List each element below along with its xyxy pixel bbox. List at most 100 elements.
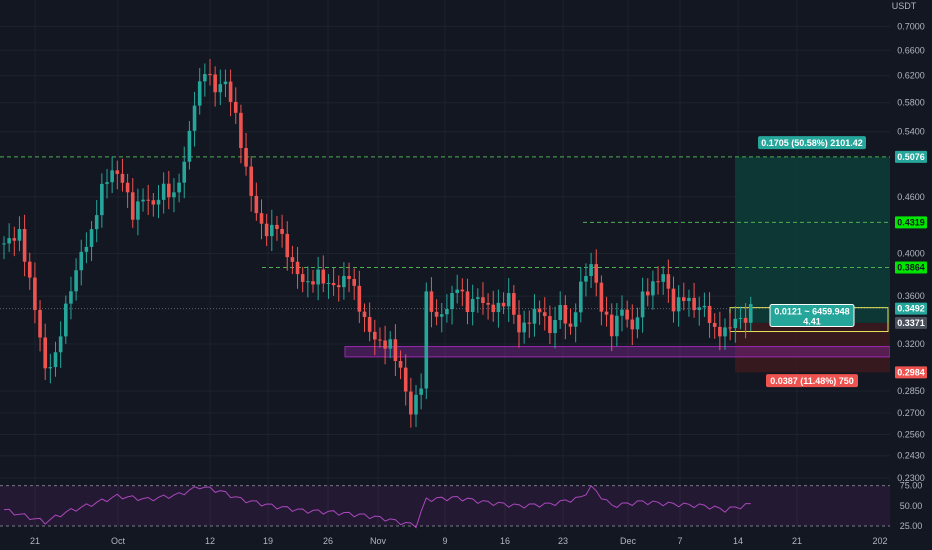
time-tick-label: 21 <box>792 536 802 546</box>
candle <box>48 367 53 369</box>
time-axis-bg <box>0 532 932 550</box>
candle <box>455 289 459 294</box>
candle <box>748 304 753 323</box>
candle <box>620 309 624 316</box>
candle <box>630 319 635 330</box>
candle <box>12 238 17 241</box>
candle <box>213 74 217 93</box>
candle <box>434 311 439 317</box>
candle <box>563 305 568 324</box>
candle <box>476 297 480 299</box>
rsi-tick-label: 25.00 <box>900 521 923 531</box>
price-axis-bg <box>890 0 932 550</box>
price-tag: 0.2984 <box>897 367 925 377</box>
candle <box>115 170 120 174</box>
candle <box>640 291 645 318</box>
candle <box>280 228 284 234</box>
candle <box>470 298 475 313</box>
time-tick-label: 9 <box>442 536 447 546</box>
price-tick-label: 0.2300 <box>897 473 925 483</box>
candle <box>409 391 413 415</box>
candle <box>275 224 279 229</box>
candle <box>27 261 32 278</box>
price-tick-label: 0.4600 <box>897 192 925 202</box>
time-tick-label: 7 <box>677 536 682 546</box>
candle <box>362 311 367 318</box>
price-tick-label: 0.2700 <box>897 408 925 418</box>
candle <box>450 293 454 309</box>
candle <box>203 74 207 82</box>
candle <box>517 314 521 333</box>
candle <box>486 302 490 305</box>
rsi-panel <box>0 484 890 529</box>
candle <box>718 326 722 337</box>
price-tag-bg <box>895 316 927 329</box>
candle <box>233 101 238 113</box>
time-tick-label: 12 <box>205 536 215 546</box>
position-labels: 0.1705 (50.58%) 2101.42 0.0387 (11.48%) 7… <box>758 136 866 388</box>
candle <box>79 251 84 271</box>
time-tick-label: Nov <box>370 536 387 546</box>
candle <box>491 304 496 313</box>
time-tick-label: Dec <box>620 536 637 546</box>
price-tick-label: 0.3600 <box>897 291 925 301</box>
candle <box>604 311 609 315</box>
candle <box>712 322 717 327</box>
candle <box>130 192 135 220</box>
candle <box>522 322 526 333</box>
profit-zone <box>735 156 890 323</box>
candle <box>100 183 104 216</box>
candle <box>465 291 470 313</box>
candle <box>661 274 665 282</box>
candle <box>645 291 650 296</box>
candle <box>316 269 320 285</box>
candle <box>223 81 228 85</box>
candle <box>22 228 27 262</box>
candle <box>702 305 707 308</box>
candle <box>445 308 449 315</box>
price-tick-label: 0.2850 <box>897 386 925 396</box>
candle <box>347 275 351 280</box>
candle <box>553 320 557 334</box>
price-tag-bg <box>895 150 927 163</box>
price-tag: 0.5076 <box>897 152 925 162</box>
candle <box>594 264 599 283</box>
candle <box>33 277 37 310</box>
candle <box>676 297 681 312</box>
target-label-text: 0.1705 (50.58%) 2101.42 <box>761 138 863 148</box>
candle <box>439 314 444 317</box>
candle <box>218 84 223 93</box>
level-lines <box>0 156 890 310</box>
candle <box>537 308 542 313</box>
candle <box>38 309 42 338</box>
candle <box>532 308 537 324</box>
price-tick-label: 0.4000 <box>897 248 925 258</box>
time-tick-label: 19 <box>263 536 273 546</box>
candle <box>197 81 202 106</box>
price-tag-bg <box>895 216 927 229</box>
candle <box>120 173 125 183</box>
center-label-line2: 4.41 <box>803 316 821 326</box>
candle <box>264 223 269 237</box>
center-label-line1: 0.0121 ~ 6459.948 <box>774 306 849 316</box>
candle <box>151 200 156 205</box>
candle <box>496 302 501 313</box>
price-tag: 0.4319 <box>897 217 925 227</box>
candle <box>352 279 356 286</box>
candle <box>687 297 691 302</box>
candle <box>398 361 403 368</box>
candle <box>2 243 6 245</box>
time-axis[interactable]: 21 Oct 12 19 26 Nov 9 16 23 Dec 7 14 21 202 <box>0 532 932 550</box>
price-tick-label: 0.6600 <box>897 45 925 55</box>
candle <box>419 388 423 395</box>
candle <box>651 281 655 296</box>
candle <box>244 148 248 167</box>
candle <box>414 394 418 415</box>
stop-label: 0.0387 (11.48%) 750 <box>766 374 858 388</box>
candle <box>172 192 176 198</box>
price-axis[interactable]: 0.7000 0.6600 0.6200 0.5800 0.5400 0.4600 0.40… <box>890 0 932 550</box>
price-tick-label: 0.5400 <box>897 127 925 137</box>
candle <box>58 336 63 353</box>
candle <box>167 183 171 198</box>
